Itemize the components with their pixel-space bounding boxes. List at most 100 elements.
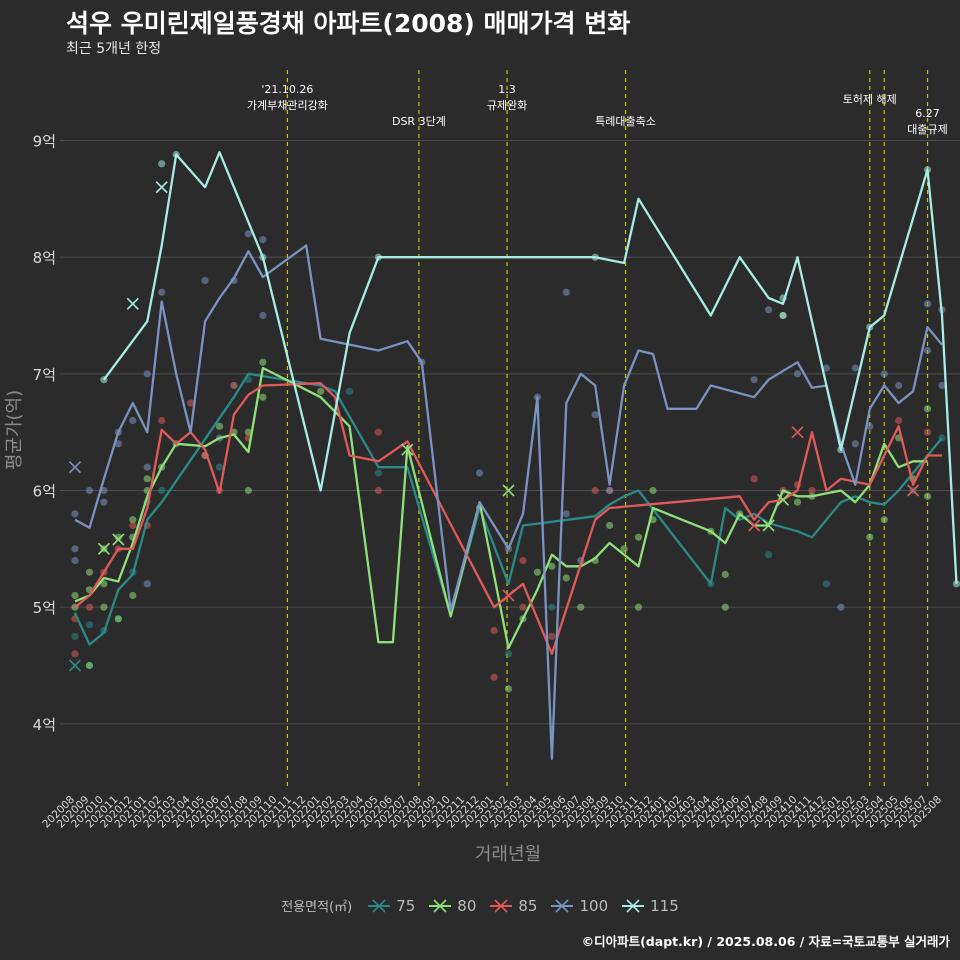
point-80 bbox=[606, 521, 614, 530]
point-75 bbox=[85, 621, 94, 629]
point-80 bbox=[533, 568, 542, 576]
point-85 bbox=[750, 475, 758, 483]
x-axis-label: 거래년월 bbox=[475, 844, 541, 865]
point-100 bbox=[793, 370, 802, 378]
y-tick-label: 8억 bbox=[33, 249, 56, 267]
point-100 bbox=[562, 510, 570, 518]
cross-marker-80 bbox=[502, 484, 515, 497]
point-100 bbox=[85, 486, 94, 495]
point-80 bbox=[85, 661, 94, 670]
point-80 bbox=[880, 516, 888, 524]
point-80 bbox=[143, 475, 151, 483]
cross-stroke bbox=[502, 484, 515, 497]
scatter-layer bbox=[71, 150, 960, 693]
y-axis-label: 평균가(억) bbox=[4, 390, 25, 470]
legend-title: 전용면적(㎡) bbox=[281, 900, 353, 915]
point-100 bbox=[158, 288, 166, 296]
event-label: 대출규제 bbox=[907, 123, 947, 136]
point-100 bbox=[851, 364, 859, 372]
point-75 bbox=[345, 387, 354, 395]
point-100 bbox=[750, 376, 758, 384]
cross-stroke bbox=[748, 519, 761, 532]
point-80 bbox=[100, 603, 108, 611]
event-label: 규제완화 bbox=[487, 99, 527, 112]
event-label: 토허제 해제 bbox=[843, 92, 897, 106]
legend-label: 85 bbox=[518, 896, 538, 915]
point-80 bbox=[504, 685, 513, 693]
point-75 bbox=[765, 551, 773, 559]
legend-item-100: 100 bbox=[549, 897, 608, 915]
cross-stroke bbox=[791, 426, 804, 439]
x-axis-ticks: 2020082020092020102020112020122021012021… bbox=[40, 793, 944, 830]
point-85 bbox=[591, 486, 599, 495]
cross-stroke bbox=[68, 659, 82, 672]
point-75 bbox=[71, 632, 79, 640]
line-series-85 bbox=[74, 382, 942, 655]
grid-layer bbox=[60, 140, 960, 725]
point-100 bbox=[71, 556, 79, 565]
point-75 bbox=[548, 603, 556, 611]
cross-marker-80 bbox=[401, 443, 414, 456]
point-100 bbox=[923, 346, 932, 355]
point-80 bbox=[215, 422, 224, 430]
legend-swatch bbox=[490, 898, 513, 913]
legend-item-115: 115 bbox=[620, 897, 679, 915]
point-85 bbox=[187, 399, 195, 407]
event-label: DSR 3단계 bbox=[392, 115, 446, 128]
point-80 bbox=[244, 428, 252, 436]
cross-stroke bbox=[762, 519, 775, 532]
point-80 bbox=[100, 580, 108, 588]
y-tick-label: 9억 bbox=[33, 133, 56, 151]
point-75 bbox=[822, 580, 831, 588]
point-80 bbox=[114, 615, 122, 623]
cross-marker-115 bbox=[126, 297, 139, 310]
cross-marker-115 bbox=[155, 181, 168, 194]
point-80 bbox=[85, 568, 94, 576]
point-80 bbox=[259, 358, 267, 366]
point-100 bbox=[244, 230, 252, 238]
legend-swatch bbox=[622, 898, 645, 913]
point-80 bbox=[71, 591, 79, 600]
legend-swatch-cross bbox=[494, 898, 508, 913]
cross-marker-85 bbox=[502, 589, 515, 602]
point-80 bbox=[793, 498, 802, 506]
y-tick-label: 7억 bbox=[33, 366, 56, 384]
point-85 bbox=[374, 486, 383, 495]
cross-marker-85 bbox=[791, 426, 804, 439]
legend-swatch-cross bbox=[372, 898, 386, 913]
cross-marker-75 bbox=[68, 659, 82, 672]
line-series-75 bbox=[73, 372, 943, 646]
point-100 bbox=[822, 364, 831, 372]
point-80 bbox=[114, 533, 122, 541]
series-lines bbox=[73, 151, 958, 760]
point-85 bbox=[895, 416, 903, 425]
event-label: 가계부채관리강화 bbox=[247, 99, 328, 112]
cross-stroke bbox=[155, 181, 168, 194]
cross-marker-85 bbox=[748, 519, 761, 532]
point-100 bbox=[201, 276, 209, 285]
point-85 bbox=[71, 650, 79, 658]
point-85 bbox=[158, 416, 166, 425]
line-series-80 bbox=[74, 366, 928, 650]
cross-stroke bbox=[776, 493, 790, 506]
point-80 bbox=[721, 603, 729, 611]
point-80 bbox=[548, 562, 556, 570]
event-label: 특례대출축소 bbox=[595, 115, 656, 128]
point-115 bbox=[779, 311, 787, 320]
legend-item-80: 80 bbox=[427, 897, 476, 915]
chart-subtitle: 최근 5개년 한정 bbox=[66, 41, 162, 57]
point-80 bbox=[317, 387, 325, 395]
point-100 bbox=[259, 236, 267, 244]
point-100 bbox=[851, 440, 859, 448]
point-75 bbox=[158, 486, 166, 495]
point-85 bbox=[129, 521, 137, 530]
y-axis-ticks: 4억 5억 6억 7억 8억 9억 bbox=[33, 133, 56, 734]
legend-label: 80 bbox=[457, 896, 477, 915]
cross-marker-80 bbox=[776, 493, 790, 506]
legend-swatch-cross bbox=[433, 898, 447, 913]
point-80 bbox=[923, 492, 932, 500]
point-80 bbox=[923, 405, 932, 413]
point-85 bbox=[230, 381, 238, 390]
point-100 bbox=[143, 370, 151, 378]
